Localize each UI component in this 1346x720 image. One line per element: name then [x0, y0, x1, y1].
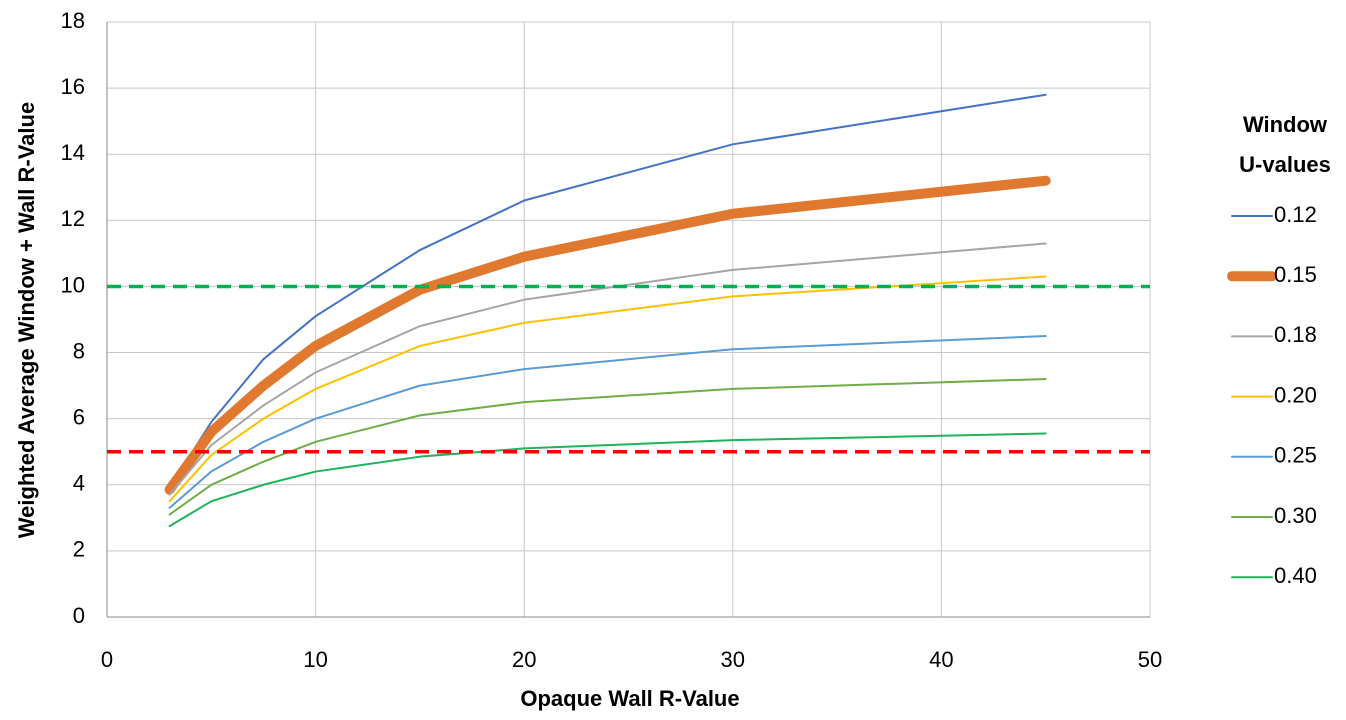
legend-title: U-values: [1239, 152, 1331, 177]
y-tick-label: 0: [73, 603, 85, 628]
x-tick-label: 30: [721, 647, 745, 672]
legend-label: 0.25: [1274, 443, 1317, 468]
y-tick-label: 6: [73, 404, 85, 429]
series-line: [168, 432, 1047, 528]
series-line: [168, 275, 1047, 503]
y-tick-label: 2: [73, 537, 85, 562]
series-line: [164, 175, 1051, 495]
x-axis-title: Opaque Wall R-Value: [520, 686, 739, 711]
y-tick-label: 14: [61, 140, 85, 165]
legend-label: 0.12: [1274, 202, 1317, 227]
x-tick-label: 20: [512, 647, 536, 672]
y-tick-label: 16: [61, 74, 85, 99]
y-tick-label: 10: [61, 272, 85, 297]
x-tick-label: 0: [101, 647, 113, 672]
series-line: [168, 335, 1047, 509]
series-line: [168, 93, 1047, 490]
series-line: [168, 242, 1047, 496]
x-tick-label: 50: [1138, 647, 1162, 672]
y-tick-label: 4: [73, 471, 85, 496]
series-line: [168, 378, 1047, 516]
legend-title: Window: [1243, 112, 1328, 137]
legend-label: 0.40: [1274, 563, 1317, 588]
x-tick-label: 40: [929, 647, 953, 672]
x-tick-label: 10: [303, 647, 327, 672]
legend-label: 0.20: [1274, 382, 1317, 407]
legend-label: 0.30: [1274, 503, 1317, 528]
y-axis-title: Weighted Average Window + Wall R-Value: [14, 102, 39, 538]
legend-label: 0.18: [1274, 322, 1317, 347]
y-tick-label: 8: [73, 338, 85, 363]
legend-label: 0.15: [1274, 262, 1317, 287]
y-tick-label: 18: [61, 8, 85, 33]
y-tick-label: 12: [61, 206, 85, 231]
